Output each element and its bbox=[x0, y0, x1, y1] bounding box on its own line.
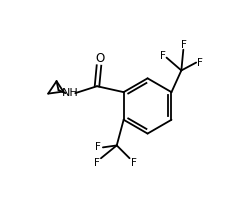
Text: F: F bbox=[94, 157, 100, 167]
Text: O: O bbox=[95, 52, 105, 65]
Text: F: F bbox=[95, 142, 101, 152]
Text: NH: NH bbox=[62, 88, 79, 98]
Text: F: F bbox=[131, 157, 137, 167]
Text: F: F bbox=[197, 57, 203, 67]
Text: F: F bbox=[181, 40, 187, 50]
Text: F: F bbox=[160, 50, 166, 60]
